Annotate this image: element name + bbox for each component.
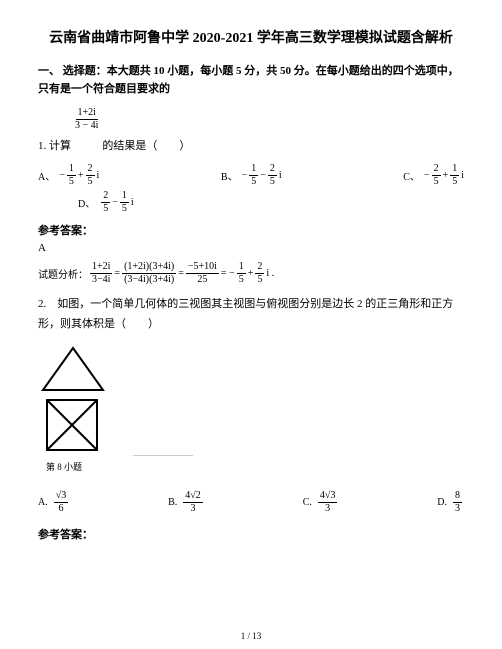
l: C. xyxy=(303,497,312,508)
d: 5 xyxy=(450,176,459,187)
s: − xyxy=(424,170,430,181)
d: 25 xyxy=(195,274,209,285)
d: (3−4i)(3+4i) xyxy=(122,274,176,285)
answer-label-2: 参考答案： xyxy=(38,526,464,542)
n: 1 xyxy=(67,164,76,176)
s: = − xyxy=(221,268,235,279)
triangle-icon xyxy=(38,345,108,395)
l: D. xyxy=(437,497,447,508)
d: 5 xyxy=(120,203,129,214)
n: 1 xyxy=(450,164,459,176)
d: 5 xyxy=(249,176,258,187)
three-view-diagram: 第 8 小题 xyxy=(38,345,464,473)
n: 1 xyxy=(249,164,258,176)
n: −5+10i xyxy=(186,262,219,274)
q2-opt-c: C. 4√33 xyxy=(303,491,340,514)
section-heading: 一、 选择题：本大题共 10 小题，每小题 5 分，共 50 分。在每小题给出的… xyxy=(38,63,464,98)
d: 5 xyxy=(432,176,441,187)
q1-answer: A xyxy=(38,242,464,254)
q1-post: 的结果是（ ） xyxy=(102,137,190,153)
square-diagonals-icon xyxy=(44,397,100,453)
l: B. xyxy=(168,497,177,508)
n: 1 xyxy=(120,191,129,203)
mid: − xyxy=(260,170,266,181)
n: 4√2 xyxy=(183,491,203,503)
q1-frac: 1+2i 3 − 4i xyxy=(73,108,100,131)
n: (1+2i)(3+4i) xyxy=(122,262,176,274)
n: 2 xyxy=(101,191,110,203)
n: 2 xyxy=(432,164,441,176)
d: 5 xyxy=(86,176,95,187)
q1-frac-den: 3 − 4i xyxy=(73,120,100,131)
l: A. xyxy=(38,497,48,508)
t: i xyxy=(97,170,100,181)
diagram-baseline xyxy=(133,455,193,456)
diagram-caption: 第 8 小题 xyxy=(46,460,464,473)
q1-opt-c: C、 − 25 + 15 i xyxy=(403,164,464,187)
n: 8 xyxy=(453,491,462,503)
n: 2 xyxy=(255,262,264,274)
q1-opt-b: B、 − 15 − 25 i xyxy=(221,164,282,187)
page-title: 云南省曲靖市阿鲁中学 2020-2021 学年高三数学理模拟试题含解析 xyxy=(38,28,464,49)
q1-options-row2: D、 25 − 15 i xyxy=(78,191,134,214)
page-number: 1 / 13 xyxy=(0,631,502,641)
mid: + xyxy=(78,170,84,181)
q2-opt-a: A. √36 xyxy=(38,491,70,514)
answer-label: 参考答案： xyxy=(38,222,464,238)
n: 4√3 xyxy=(318,491,338,503)
q1-opt-a: A、 − 15 + 25 i xyxy=(38,164,99,187)
t: i xyxy=(461,170,464,181)
n: 2 xyxy=(86,164,95,176)
t: i . xyxy=(266,268,274,279)
n: √3 xyxy=(54,491,69,503)
mid: − xyxy=(112,197,118,208)
t: i xyxy=(131,197,134,208)
q2-text: 2. 如图，一个简单几何体的三视图其主视图与俯视图分别是边长 2 的正三角形和正… xyxy=(38,295,464,335)
q2-opt-d: D. 83 xyxy=(437,491,464,514)
d: 3 xyxy=(453,503,462,514)
n: 1 xyxy=(237,262,246,274)
q2-opt-b: B. 4√23 xyxy=(168,491,205,514)
q1-pre: 1. 计算 xyxy=(38,137,71,153)
mid: + xyxy=(443,170,449,181)
d: 6 xyxy=(56,503,65,514)
t: i xyxy=(279,170,282,181)
n: 2 xyxy=(268,164,277,176)
d: 5 xyxy=(237,274,246,285)
q1-text: 1. 计算 1+2i 3−4i 的结果是（ ） xyxy=(38,133,464,156)
m: + xyxy=(248,268,254,279)
d: 3 xyxy=(323,503,332,514)
d: 5 xyxy=(67,176,76,187)
q1-options-row1: A、 − 15 + 25 i B、 − 15 − 25 i C、 − 25 + … xyxy=(38,164,464,187)
analysis-label: 试题分析： xyxy=(38,266,88,281)
q1-line: 1. 计算 1+2i 3 − 4i xyxy=(38,108,464,131)
q2-options: A.√36 B.4√23 C.4√33 D.83 xyxy=(38,491,464,514)
q1-frac-num: 1+2i xyxy=(76,108,98,120)
d: 5 xyxy=(268,176,277,187)
n: 1+2i xyxy=(90,262,112,274)
s: − xyxy=(242,170,248,181)
d: 3 xyxy=(189,503,198,514)
d: 3−4i xyxy=(90,274,112,285)
analysis: 试题分析： 1+2i3−4i = (1+2i)(3+4i)(3−4i)(3+4i… xyxy=(38,262,464,285)
d: 5 xyxy=(101,203,110,214)
d: 5 xyxy=(255,274,264,285)
q1a-sign: − xyxy=(59,170,65,181)
